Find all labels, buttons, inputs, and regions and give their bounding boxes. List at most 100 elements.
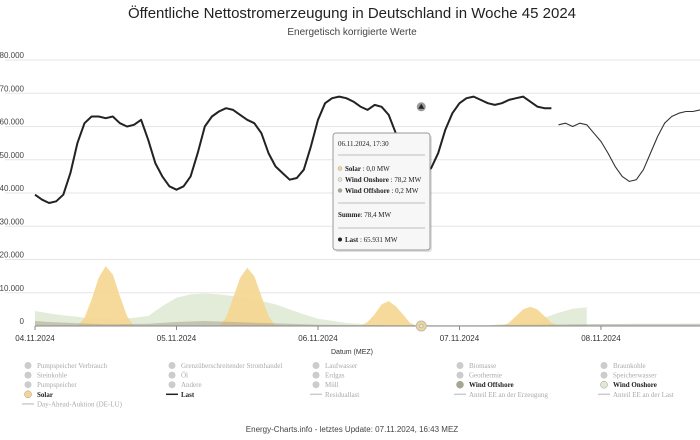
legend-label: Biomasse <box>469 362 496 370</box>
legend-item-anteil-ee-an-der-erzeugung[interactable]: Anteil EE an der Erzeugung <box>454 391 548 399</box>
chart-subtitle: Energetisch korrigierte Werte <box>287 27 417 38</box>
chart-title: Öffentliche Nettostromerzeugung in Deuts… <box>128 4 576 22</box>
legend-item-andere[interactable]: Andere <box>168 381 202 389</box>
y-tick-label: 20.000 <box>0 251 25 260</box>
legend-marker <box>312 362 320 369</box>
legend-marker <box>24 371 32 379</box>
legend-item-last[interactable]: Last <box>166 391 195 399</box>
line-last-forecast <box>558 109 700 182</box>
y-tick-label: 50.000 <box>0 151 25 160</box>
legend-label: Geothermie <box>469 372 502 380</box>
legend-label: Day-Ahead-Auktion (DE-LU) <box>37 400 123 408</box>
tooltip-last-marker <box>338 237 342 242</box>
legend-marker <box>456 362 464 369</box>
legend-label: Grenzüberschreitender Stromhandel <box>181 362 282 370</box>
legend-item-pumpspeicher-verbrauch[interactable]: Pumpspeicher Verbrauch <box>24 362 108 370</box>
legend-label: Pumpspeicher Verbrauch <box>37 362 108 370</box>
legend-label: Last <box>181 391 195 399</box>
plot-lines <box>34 95 700 204</box>
legend-label: Laufwasser <box>325 362 358 370</box>
tooltip-last: Last : 65.931 MW <box>345 236 398 244</box>
legend-label: Solar <box>37 391 53 399</box>
y-axis: 0 10.000 20.000 30.000 40.000 50.000 60.000 70.… <box>0 51 25 326</box>
legend-label: Steinkohle <box>37 372 67 380</box>
tooltip-row: Wind Onshore : 78,2 MW <box>345 176 422 184</box>
legend-item-pumpspeicher[interactable]: Pumpspeicher <box>24 381 78 389</box>
tooltip-sum: Summe: 78,4 MW <box>338 211 391 219</box>
x-tick-label: 05.11.2024 <box>157 334 197 343</box>
legend-item-solar[interactable]: Solar <box>24 390 53 399</box>
legend-marker <box>456 371 464 379</box>
hover-marker-wind <box>419 323 424 329</box>
footer-update: Energy-Charts.info - letztes Update: 07.… <box>246 425 459 434</box>
x-tick-label: 07.11.2024 <box>440 334 480 343</box>
tooltip-row-marker <box>337 166 343 171</box>
legend-item-wind-onshore[interactable]: Wind Onshore <box>600 380 657 389</box>
line-last <box>34 95 552 204</box>
tooltip-box <box>332 132 431 251</box>
y-tick-label: 10.000 <box>0 284 25 293</box>
legend-item-geothermie[interactable]: Geothermie <box>456 371 503 380</box>
legend-item-residuallast[interactable]: Residuallast <box>310 391 359 399</box>
legend-item-braunkohle[interactable]: Braunkohle <box>600 362 646 370</box>
tooltip-row-marker <box>337 188 343 193</box>
legend-label: Andere <box>181 381 202 389</box>
legend-label: Wind Onshore <box>613 381 657 389</box>
legend-marker <box>168 381 176 389</box>
legend-item-müll[interactable]: Müll <box>312 381 339 389</box>
y-tick-label: 80.000 <box>0 51 25 60</box>
hover-markers <box>415 101 427 332</box>
legend-item-öl[interactable]: Öl <box>168 371 189 380</box>
legend-item-day-ahead-auktion-de-lu-[interactable]: Day-Ahead-Auktion (DE-LU) <box>22 400 123 408</box>
x-tick-label: 06.11.2024 <box>298 334 338 343</box>
legend-label: Braunkohle <box>613 362 646 370</box>
x-tick-label: 04.11.2024 <box>15 334 55 343</box>
y-tick-label: 0 <box>20 317 25 326</box>
legend-label: Pumpspeicher <box>37 381 77 389</box>
legend-marker <box>600 380 608 389</box>
legend-item-wind-offshore[interactable]: Wind Offshore <box>456 380 514 389</box>
legend-marker <box>456 380 464 389</box>
legend-marker <box>600 362 608 369</box>
area-wind-offshore <box>35 321 700 326</box>
legend-marker <box>312 381 320 389</box>
tooltip: 06.11.2024, 17:30 Solar : 0,0 MW Wind Onsh… <box>332 132 432 252</box>
y-tick-label: 40.000 <box>0 184 25 193</box>
legend-label: Anteil EE an der Erzeugung <box>469 391 548 399</box>
legend-label: Öl <box>181 372 188 380</box>
legend-label: Müll <box>325 381 339 389</box>
x-axis: 04.11.2024 05.11.2024 06.11.2024 07.11.2024… <box>15 326 621 343</box>
legend-label: Erdgas <box>325 372 345 380</box>
legend-label: Wind Offshore <box>469 381 514 389</box>
legend-marker <box>168 371 176 379</box>
legend-item-steinkohle[interactable]: Steinkohle <box>24 371 67 380</box>
legend-item-anteil-ee-an-der-last[interactable]: Anteil EE an der Last <box>598 391 674 399</box>
hover-marker-last-glyph <box>418 103 425 109</box>
legend-marker <box>312 371 320 379</box>
legend: Pumpspeicher Verbrauch Grenzüberschreiten… <box>22 362 674 408</box>
y-tick-label: 60.000 <box>0 118 25 127</box>
tooltip-row: Wind Offshore : 0,2 MW <box>345 187 419 195</box>
x-axis-label: Datum (MEZ) <box>331 349 373 356</box>
legend-label: Speicherwasser <box>613 372 657 380</box>
tooltip-row: Solar : 0,0 MW <box>345 165 390 173</box>
plot-area[interactable] <box>35 266 700 326</box>
x-tick-label: 08.11.2024 <box>581 334 621 343</box>
tooltip-header: 06.11.2024, 17:30 <box>338 140 389 148</box>
legend-item-erdgas[interactable]: Erdgas <box>312 371 345 380</box>
legend-item-biomasse[interactable]: Biomasse <box>456 362 497 370</box>
legend-marker <box>24 381 32 389</box>
tooltip-row-marker <box>337 177 343 182</box>
legend-item-laufwasser[interactable]: Laufwasser <box>312 362 358 370</box>
area-wind-onshore <box>35 293 587 326</box>
legend-marker <box>24 362 32 369</box>
legend-marker <box>24 390 32 399</box>
legend-label: Residuallast <box>325 391 359 399</box>
legend-marker <box>168 362 176 369</box>
legend-label: Anteil EE an der Last <box>613 391 674 399</box>
y-tick-label: 70.000 <box>0 84 25 93</box>
y-tick-label: 30.000 <box>0 217 25 226</box>
legend-item-speicherwasser[interactable]: Speicherwasser <box>600 371 658 380</box>
legend-item-grenzüberschreitender-stromhandel[interactable]: Grenzüberschreitender Stromhandel <box>168 362 283 370</box>
